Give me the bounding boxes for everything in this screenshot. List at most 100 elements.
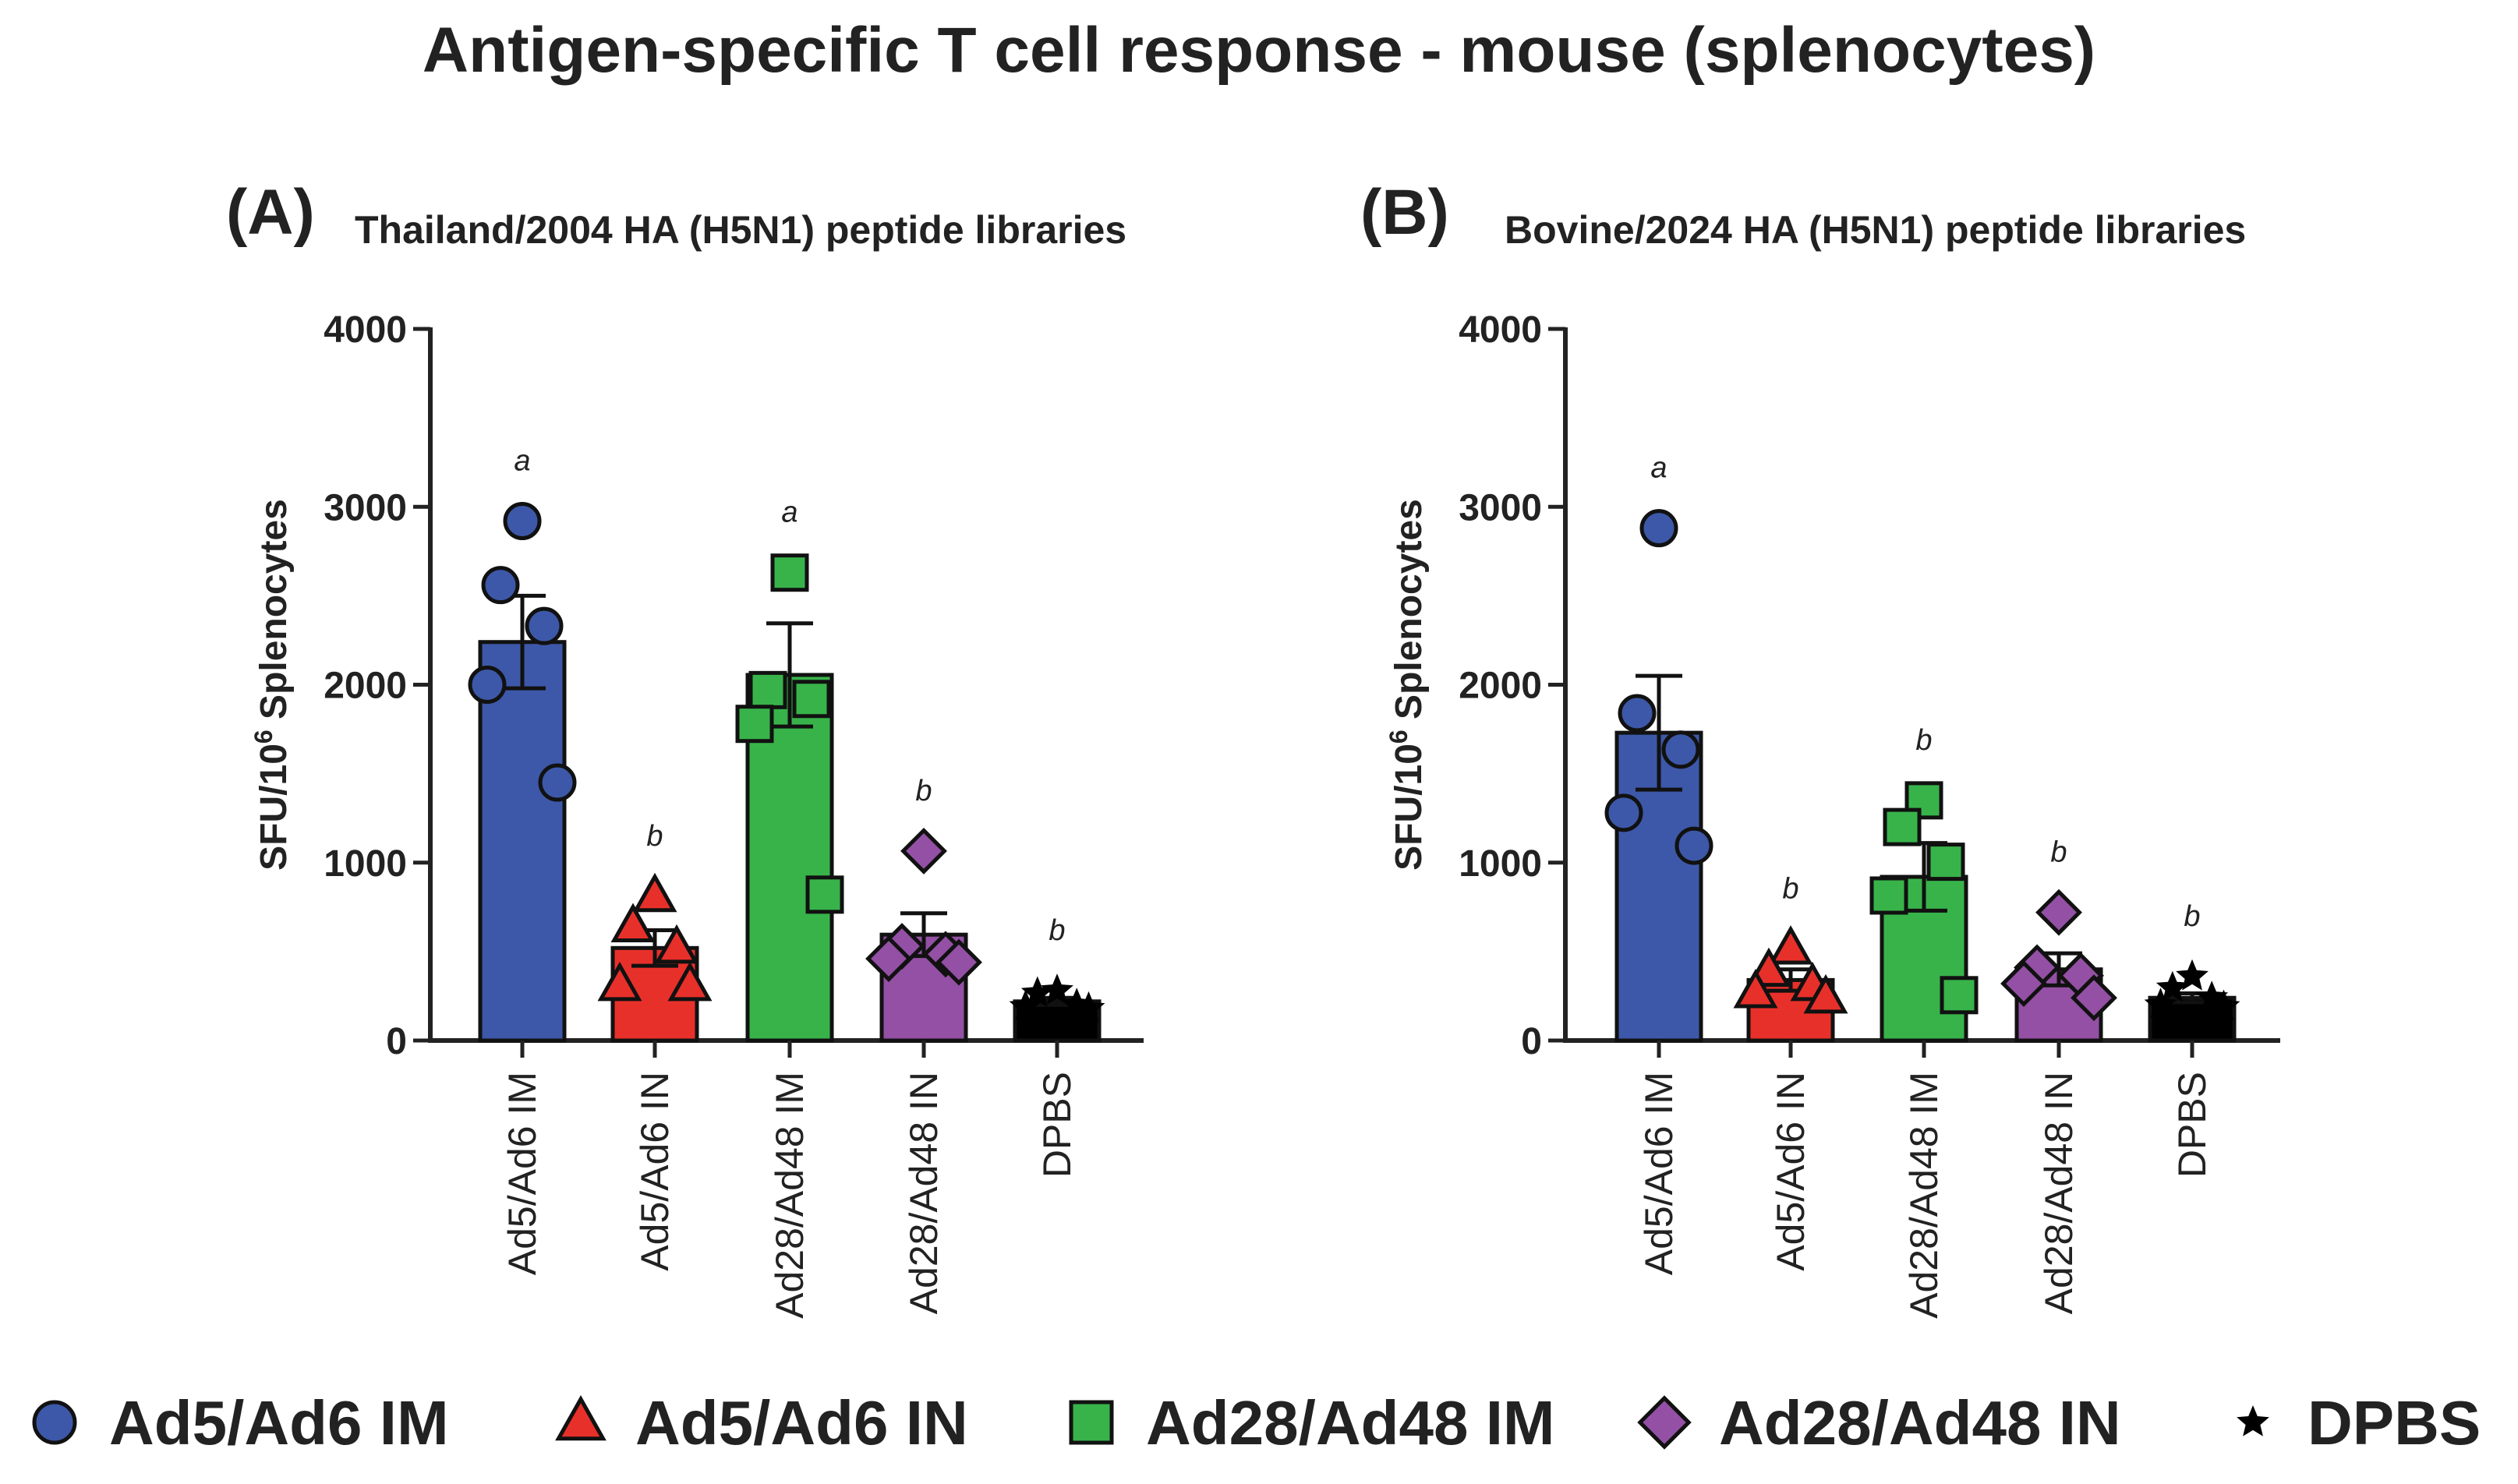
panel-label: (A) [226, 177, 315, 248]
legend-item: Ad5/Ad6 IN [555, 1388, 968, 1458]
data-point-diamond [865, 935, 912, 982]
y-axis-label-suffix: Splenocytes [1388, 499, 1430, 730]
panel-title: Thailand/2004 HA (H5N1) peptide librarie… [355, 208, 1126, 252]
data-point-square [1869, 876, 1908, 915]
x-tick-label: Ad5/Ad6 IM [1637, 1072, 1681, 1275]
data-point-star [1041, 973, 1073, 1005]
data-point-circle [538, 763, 577, 802]
data-point-star [2156, 970, 2189, 1002]
data-point-square [792, 680, 831, 719]
y-axis-label: SFU/106 Splenocytes [1385, 499, 1430, 871]
y-tick-label: 0 [386, 1021, 407, 1062]
data-point-triangle [667, 961, 713, 1002]
x-tick-label: Ad28/Ad48 IM [1902, 1072, 1946, 1319]
legend-triangle-icon [555, 1395, 607, 1441]
data-point-triangle [610, 903, 656, 943]
data-point-square [735, 705, 774, 744]
legend-label: DPBS [2308, 1388, 2481, 1458]
legend-item: Ad5/Ad6 IM [32, 1388, 449, 1458]
data-point-star [2207, 989, 2240, 1021]
chart-title: Antigen-specific T cell response - mouse… [423, 15, 2095, 86]
panels: (A) Thailand/2004 HA (H5N1) peptide libra… [226, 177, 2280, 1319]
significance-letter: b [2184, 900, 2200, 933]
data-point-star [1072, 991, 1105, 1023]
x-tick-label: Ad28/Ad48 IN [902, 1072, 946, 1314]
data-point-triangle [632, 872, 677, 913]
data-point-triangle [1733, 968, 1778, 1009]
data-point-circle [1604, 793, 1643, 832]
y-axis-label-text: SFU/10 [253, 744, 295, 871]
y-tick-label: 3000 [324, 487, 407, 528]
data-point-triangle [1768, 925, 1813, 965]
significance-letter: b [1915, 724, 1932, 757]
y-axis-label-suffix: Splenocytes [253, 499, 295, 730]
x-tick-label: DPBS [1035, 1072, 1079, 1178]
panel-title: Bovine/2024 HA (H5N1) peptide libraries [1505, 208, 2246, 252]
significance-letter: a [514, 445, 530, 478]
significance-letter: b [1782, 872, 1798, 905]
data-point-circle [1661, 730, 1700, 769]
y-tick-label: 4000 [1459, 309, 1542, 351]
y-axis-label-sup: 6 [249, 730, 278, 744]
data-point-circle [1618, 694, 1657, 733]
legend-diamond-icon [1637, 1395, 1692, 1450]
panel-a: (A) Thailand/2004 HA (H5N1) peptide libra… [226, 177, 1144, 1319]
y-tick-label: 1000 [1459, 843, 1542, 885]
data-point-triangle [1803, 973, 1848, 1014]
legend-item: DPBS [2237, 1388, 2481, 1458]
y-axis-label-text: SFU/10 [1388, 744, 1430, 871]
data-point-circle [468, 666, 507, 704]
data-point-square [805, 875, 844, 914]
significance-letter: a [1650, 452, 1667, 485]
legend-square-icon [1069, 1400, 1114, 1445]
panel-b: (B) Bovine/2024 HA (H5N1) peptide librari… [1360, 177, 2280, 1319]
legend-label: Ad28/Ad48 IN [1719, 1388, 2121, 1458]
y-tick-label: 1000 [324, 843, 407, 885]
y-tick-label: 3000 [1459, 487, 1542, 528]
y-tick-label: 0 [1521, 1021, 1542, 1062]
legend-circle-icon [32, 1400, 77, 1445]
data-point-circle [503, 502, 542, 541]
legend-item: Ad28/Ad48 IM [1069, 1388, 1555, 1458]
data-point-diamond [2071, 974, 2117, 1022]
data-point-circle [1639, 509, 1678, 548]
data-point-star [1009, 989, 1042, 1021]
x-tick-label: Ad5/Ad6 IN [1769, 1072, 1812, 1271]
legend-label: Ad5/Ad6 IM [109, 1388, 449, 1458]
data-point-square [748, 670, 787, 709]
data-point-diamond [2000, 960, 2047, 1007]
x-tick-label: DPBS [2170, 1072, 2214, 1178]
data-point-circle [525, 606, 564, 645]
significance-letter: b [915, 775, 932, 807]
panel-label: (B) [1360, 177, 1449, 248]
legend-star-icon [2237, 1405, 2269, 1436]
significance-letter: b [2050, 836, 2067, 869]
x-tick-label: Ad5/Ad6 IN [633, 1072, 677, 1271]
legend: Ad5/Ad6 IM Ad5/Ad6 IN Ad28/Ad48 IM Ad28/Ad4… [32, 1388, 2481, 1458]
data-point-square [1883, 807, 1922, 846]
data-point-diamond [2035, 889, 2082, 936]
y-axis-label-sup: 6 [1385, 730, 1413, 744]
significance-letter: b [646, 820, 663, 853]
data-point-circle [481, 566, 520, 605]
data-point-circle [1675, 826, 1713, 865]
data-point-triangle [654, 924, 699, 964]
y-tick-label: 2000 [1459, 666, 1542, 707]
data-point-diamond [935, 938, 982, 986]
legend-label: Ad5/Ad6 IN [635, 1388, 968, 1458]
legend-label: Ad28/Ad48 IM [1146, 1388, 1555, 1458]
data-point-square [770, 553, 809, 592]
data-point-square [1926, 843, 1965, 882]
significance-letter: b [1049, 914, 1065, 947]
data-point-diamond [900, 827, 947, 874]
x-tick-label: Ad28/Ad48 IM [768, 1072, 812, 1319]
significance-letter: a [781, 496, 797, 529]
y-tick-label: 4000 [324, 309, 407, 351]
legend-item: Ad28/Ad48 IN [1637, 1388, 2121, 1458]
data-point-triangle [597, 961, 642, 1002]
y-axis-label: SFU/106 Splenocytes [249, 499, 295, 871]
x-tick-label: Ad28/Ad48 IN [2037, 1072, 2081, 1314]
y-tick-label: 2000 [324, 666, 407, 707]
x-tick-label: Ad5/Ad6 IM [500, 1072, 544, 1275]
